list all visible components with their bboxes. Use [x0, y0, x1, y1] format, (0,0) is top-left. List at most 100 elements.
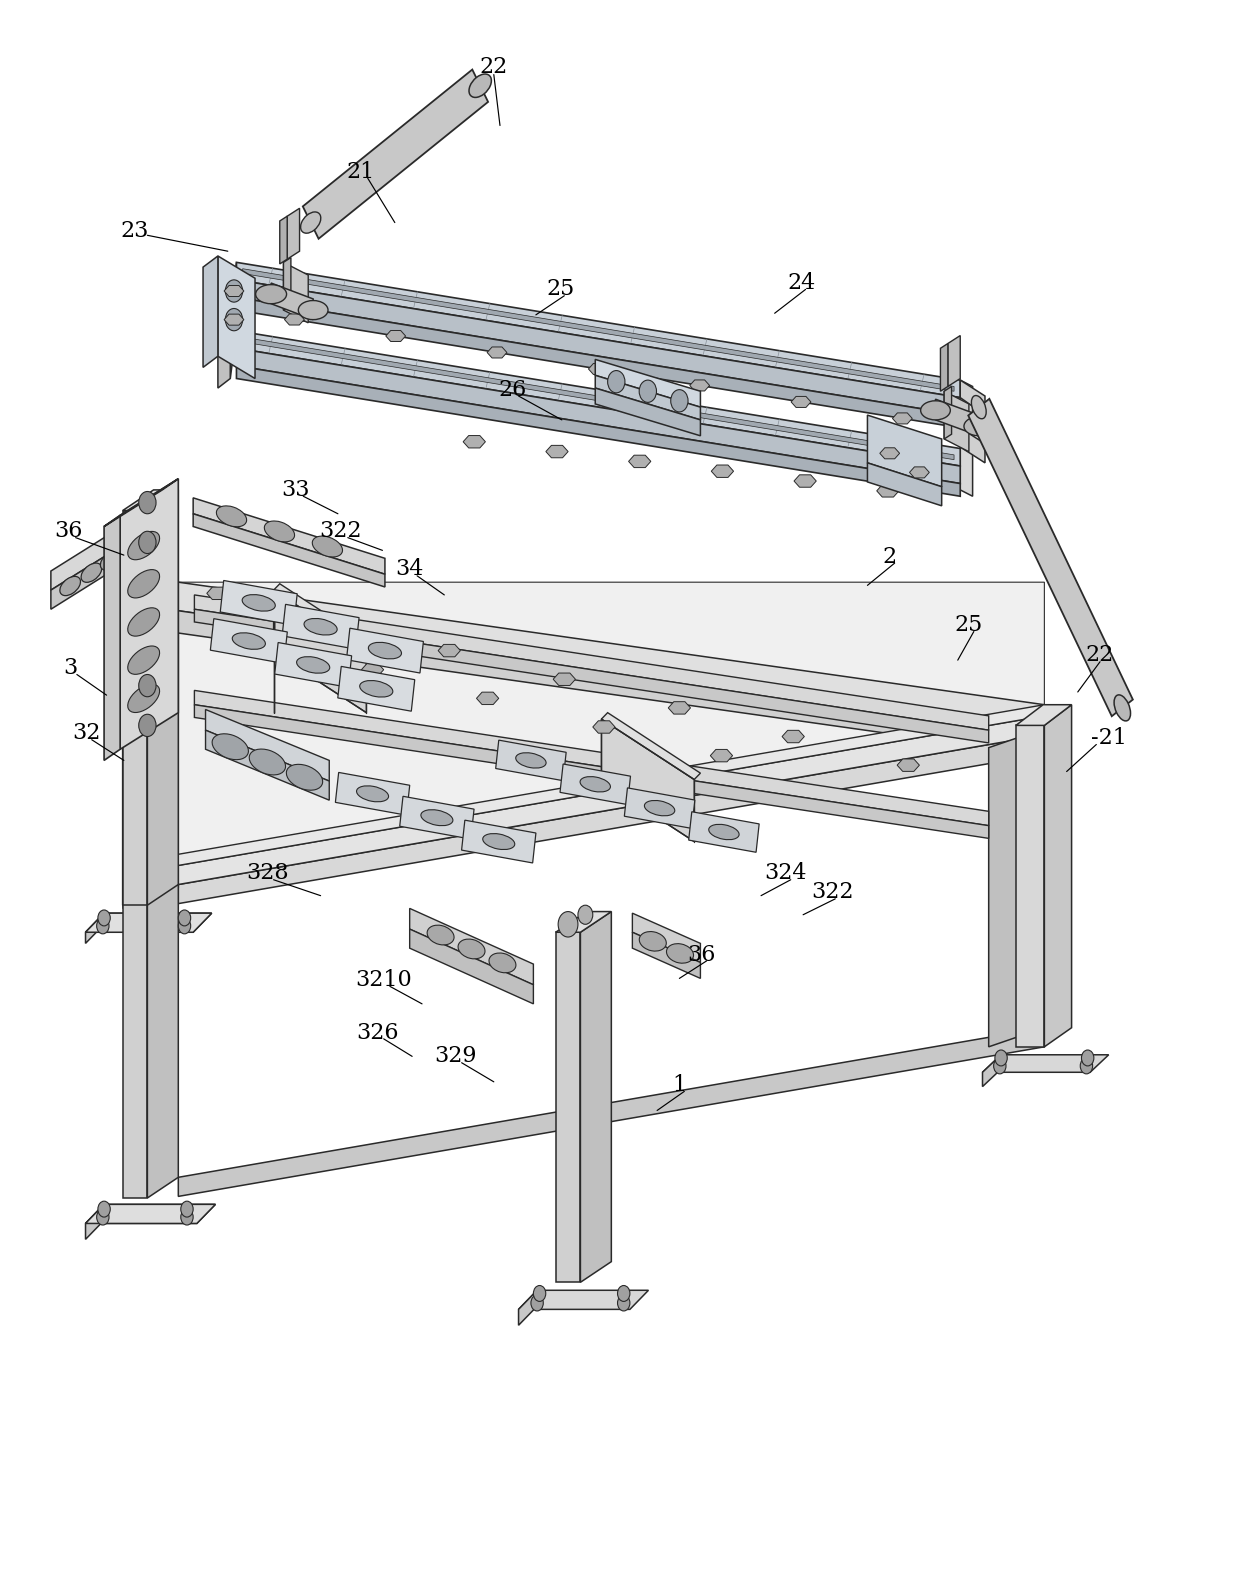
- Polygon shape: [1016, 705, 1071, 725]
- Polygon shape: [868, 462, 941, 505]
- Polygon shape: [288, 209, 300, 260]
- Polygon shape: [325, 615, 346, 628]
- Circle shape: [179, 910, 191, 926]
- Polygon shape: [123, 489, 179, 510]
- Circle shape: [558, 912, 578, 937]
- Polygon shape: [476, 692, 498, 705]
- Polygon shape: [86, 913, 212, 932]
- Polygon shape: [944, 386, 951, 438]
- Text: 324: 324: [765, 862, 807, 885]
- Polygon shape: [880, 448, 899, 459]
- Ellipse shape: [255, 285, 286, 304]
- Polygon shape: [148, 885, 179, 1199]
- Polygon shape: [195, 595, 988, 730]
- Ellipse shape: [128, 646, 160, 674]
- Polygon shape: [689, 379, 709, 391]
- Circle shape: [181, 1202, 193, 1218]
- Polygon shape: [86, 913, 104, 944]
- Polygon shape: [712, 465, 734, 478]
- Polygon shape: [632, 913, 701, 963]
- Polygon shape: [794, 475, 816, 488]
- Polygon shape: [237, 332, 960, 465]
- Polygon shape: [791, 397, 811, 408]
- Polygon shape: [386, 330, 405, 341]
- Polygon shape: [409, 929, 533, 1004]
- Text: 328: 328: [246, 862, 289, 885]
- Polygon shape: [211, 618, 288, 663]
- Polygon shape: [51, 510, 148, 590]
- Ellipse shape: [458, 939, 485, 960]
- Ellipse shape: [312, 536, 342, 556]
- Polygon shape: [629, 456, 651, 467]
- Circle shape: [533, 1285, 546, 1301]
- Polygon shape: [409, 909, 533, 985]
- Polygon shape: [595, 387, 701, 435]
- Polygon shape: [237, 347, 960, 483]
- Polygon shape: [868, 414, 941, 486]
- Circle shape: [1080, 1058, 1092, 1074]
- Ellipse shape: [212, 733, 248, 760]
- Polygon shape: [909, 467, 929, 478]
- Ellipse shape: [128, 684, 160, 713]
- Text: 21: 21: [346, 161, 374, 183]
- Ellipse shape: [420, 810, 453, 826]
- Polygon shape: [283, 604, 360, 649]
- Polygon shape: [179, 735, 1044, 904]
- Polygon shape: [632, 932, 701, 979]
- Polygon shape: [960, 379, 985, 414]
- Polygon shape: [280, 217, 288, 265]
- Polygon shape: [193, 513, 384, 587]
- Text: 3210: 3210: [356, 969, 412, 991]
- Polygon shape: [237, 365, 960, 496]
- Ellipse shape: [516, 752, 546, 768]
- Polygon shape: [944, 391, 968, 451]
- Ellipse shape: [963, 416, 993, 435]
- Ellipse shape: [1114, 695, 1131, 720]
- Polygon shape: [123, 510, 148, 909]
- Ellipse shape: [357, 786, 388, 802]
- Polygon shape: [218, 311, 231, 387]
- Polygon shape: [593, 720, 615, 733]
- Text: 24: 24: [787, 273, 816, 293]
- Polygon shape: [203, 257, 218, 367]
- Polygon shape: [935, 398, 978, 435]
- Ellipse shape: [128, 569, 160, 598]
- Polygon shape: [179, 705, 1044, 866]
- Text: 33: 33: [281, 478, 310, 501]
- Text: 1: 1: [672, 1074, 687, 1097]
- Text: 26: 26: [498, 379, 527, 400]
- Polygon shape: [237, 263, 960, 397]
- Polygon shape: [123, 582, 1044, 725]
- Polygon shape: [104, 478, 179, 526]
- Ellipse shape: [300, 212, 321, 233]
- Polygon shape: [51, 529, 148, 609]
- Text: 32: 32: [73, 722, 100, 744]
- Polygon shape: [243, 338, 954, 459]
- Polygon shape: [877, 485, 899, 497]
- Polygon shape: [625, 787, 694, 829]
- Ellipse shape: [81, 563, 102, 582]
- Circle shape: [97, 1210, 109, 1226]
- Polygon shape: [274, 583, 372, 650]
- Polygon shape: [580, 912, 611, 1282]
- Ellipse shape: [482, 834, 515, 850]
- Polygon shape: [206, 730, 330, 800]
- Circle shape: [993, 1058, 1006, 1074]
- Text: 329: 329: [434, 1046, 476, 1068]
- Text: 326: 326: [356, 1022, 399, 1044]
- Polygon shape: [487, 347, 507, 359]
- Text: 34: 34: [396, 558, 424, 580]
- Circle shape: [181, 1210, 193, 1226]
- Polygon shape: [274, 590, 366, 713]
- Ellipse shape: [264, 521, 295, 542]
- Polygon shape: [688, 811, 759, 853]
- Polygon shape: [218, 257, 255, 378]
- Polygon shape: [86, 1205, 216, 1224]
- Polygon shape: [960, 379, 972, 496]
- Polygon shape: [893, 413, 913, 424]
- Circle shape: [1081, 1050, 1094, 1066]
- Polygon shape: [120, 478, 179, 749]
- Polygon shape: [335, 773, 409, 815]
- Circle shape: [139, 491, 156, 513]
- Text: 22: 22: [480, 56, 508, 78]
